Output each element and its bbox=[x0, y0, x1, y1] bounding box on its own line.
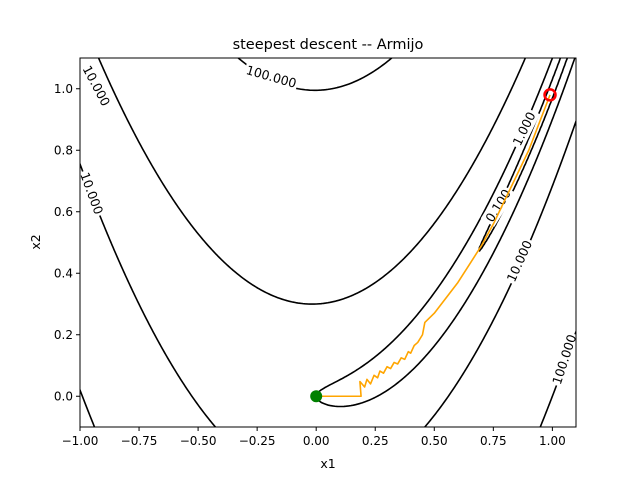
start-point-marker bbox=[310, 390, 323, 403]
contour-label-background bbox=[80, 61, 115, 111]
y-tick-label: 0.0 bbox=[54, 389, 73, 403]
y-tick-label: 0.2 bbox=[54, 328, 73, 342]
x-axis-label: x1 bbox=[320, 456, 335, 471]
descent-path-layer bbox=[316, 94, 551, 398]
chart-title: steepest descent -- Armijo bbox=[233, 37, 424, 53]
x-tick-label: 0.50 bbox=[421, 434, 448, 448]
y-tick-label: 1.0 bbox=[54, 82, 73, 96]
x-tick-label: −0.25 bbox=[239, 434, 276, 448]
y-axis-ticks: 0.0 0.2 0.4 0.6 0.8 1.0 bbox=[54, 82, 80, 403]
contour-label-background bbox=[80, 168, 108, 219]
plot-frame bbox=[79, 57, 577, 428]
x-tick-label: −0.75 bbox=[121, 434, 158, 448]
y-tick-label: 0.8 bbox=[54, 143, 73, 157]
end-point-marker bbox=[543, 88, 557, 102]
y-tick-label: 0.4 bbox=[54, 266, 73, 280]
x-tick-label: 0.75 bbox=[480, 434, 507, 448]
contour-line bbox=[315, 58, 576, 408]
markers-layer bbox=[310, 88, 557, 403]
x-tick-label: 1.00 bbox=[539, 434, 566, 448]
contour-label-background bbox=[242, 61, 300, 92]
contour-label-background bbox=[508, 107, 540, 151]
descent-path bbox=[316, 94, 551, 398]
y-axis-label: x2 bbox=[28, 234, 43, 249]
y-tick-label: 0.6 bbox=[54, 205, 73, 219]
x-tick-label: −0.50 bbox=[180, 434, 217, 448]
x-tick-label: −1.00 bbox=[62, 434, 99, 448]
contour-label-background bbox=[548, 331, 576, 388]
x-tick-label: 0.00 bbox=[303, 434, 330, 448]
x-tick-label: 0.25 bbox=[362, 434, 389, 448]
x-axis-ticks: −1.00 −0.75 −0.50 −0.25 0.00 0.25 0.50 0.75 1.00 bbox=[62, 427, 566, 448]
contour-label-background bbox=[502, 236, 537, 286]
